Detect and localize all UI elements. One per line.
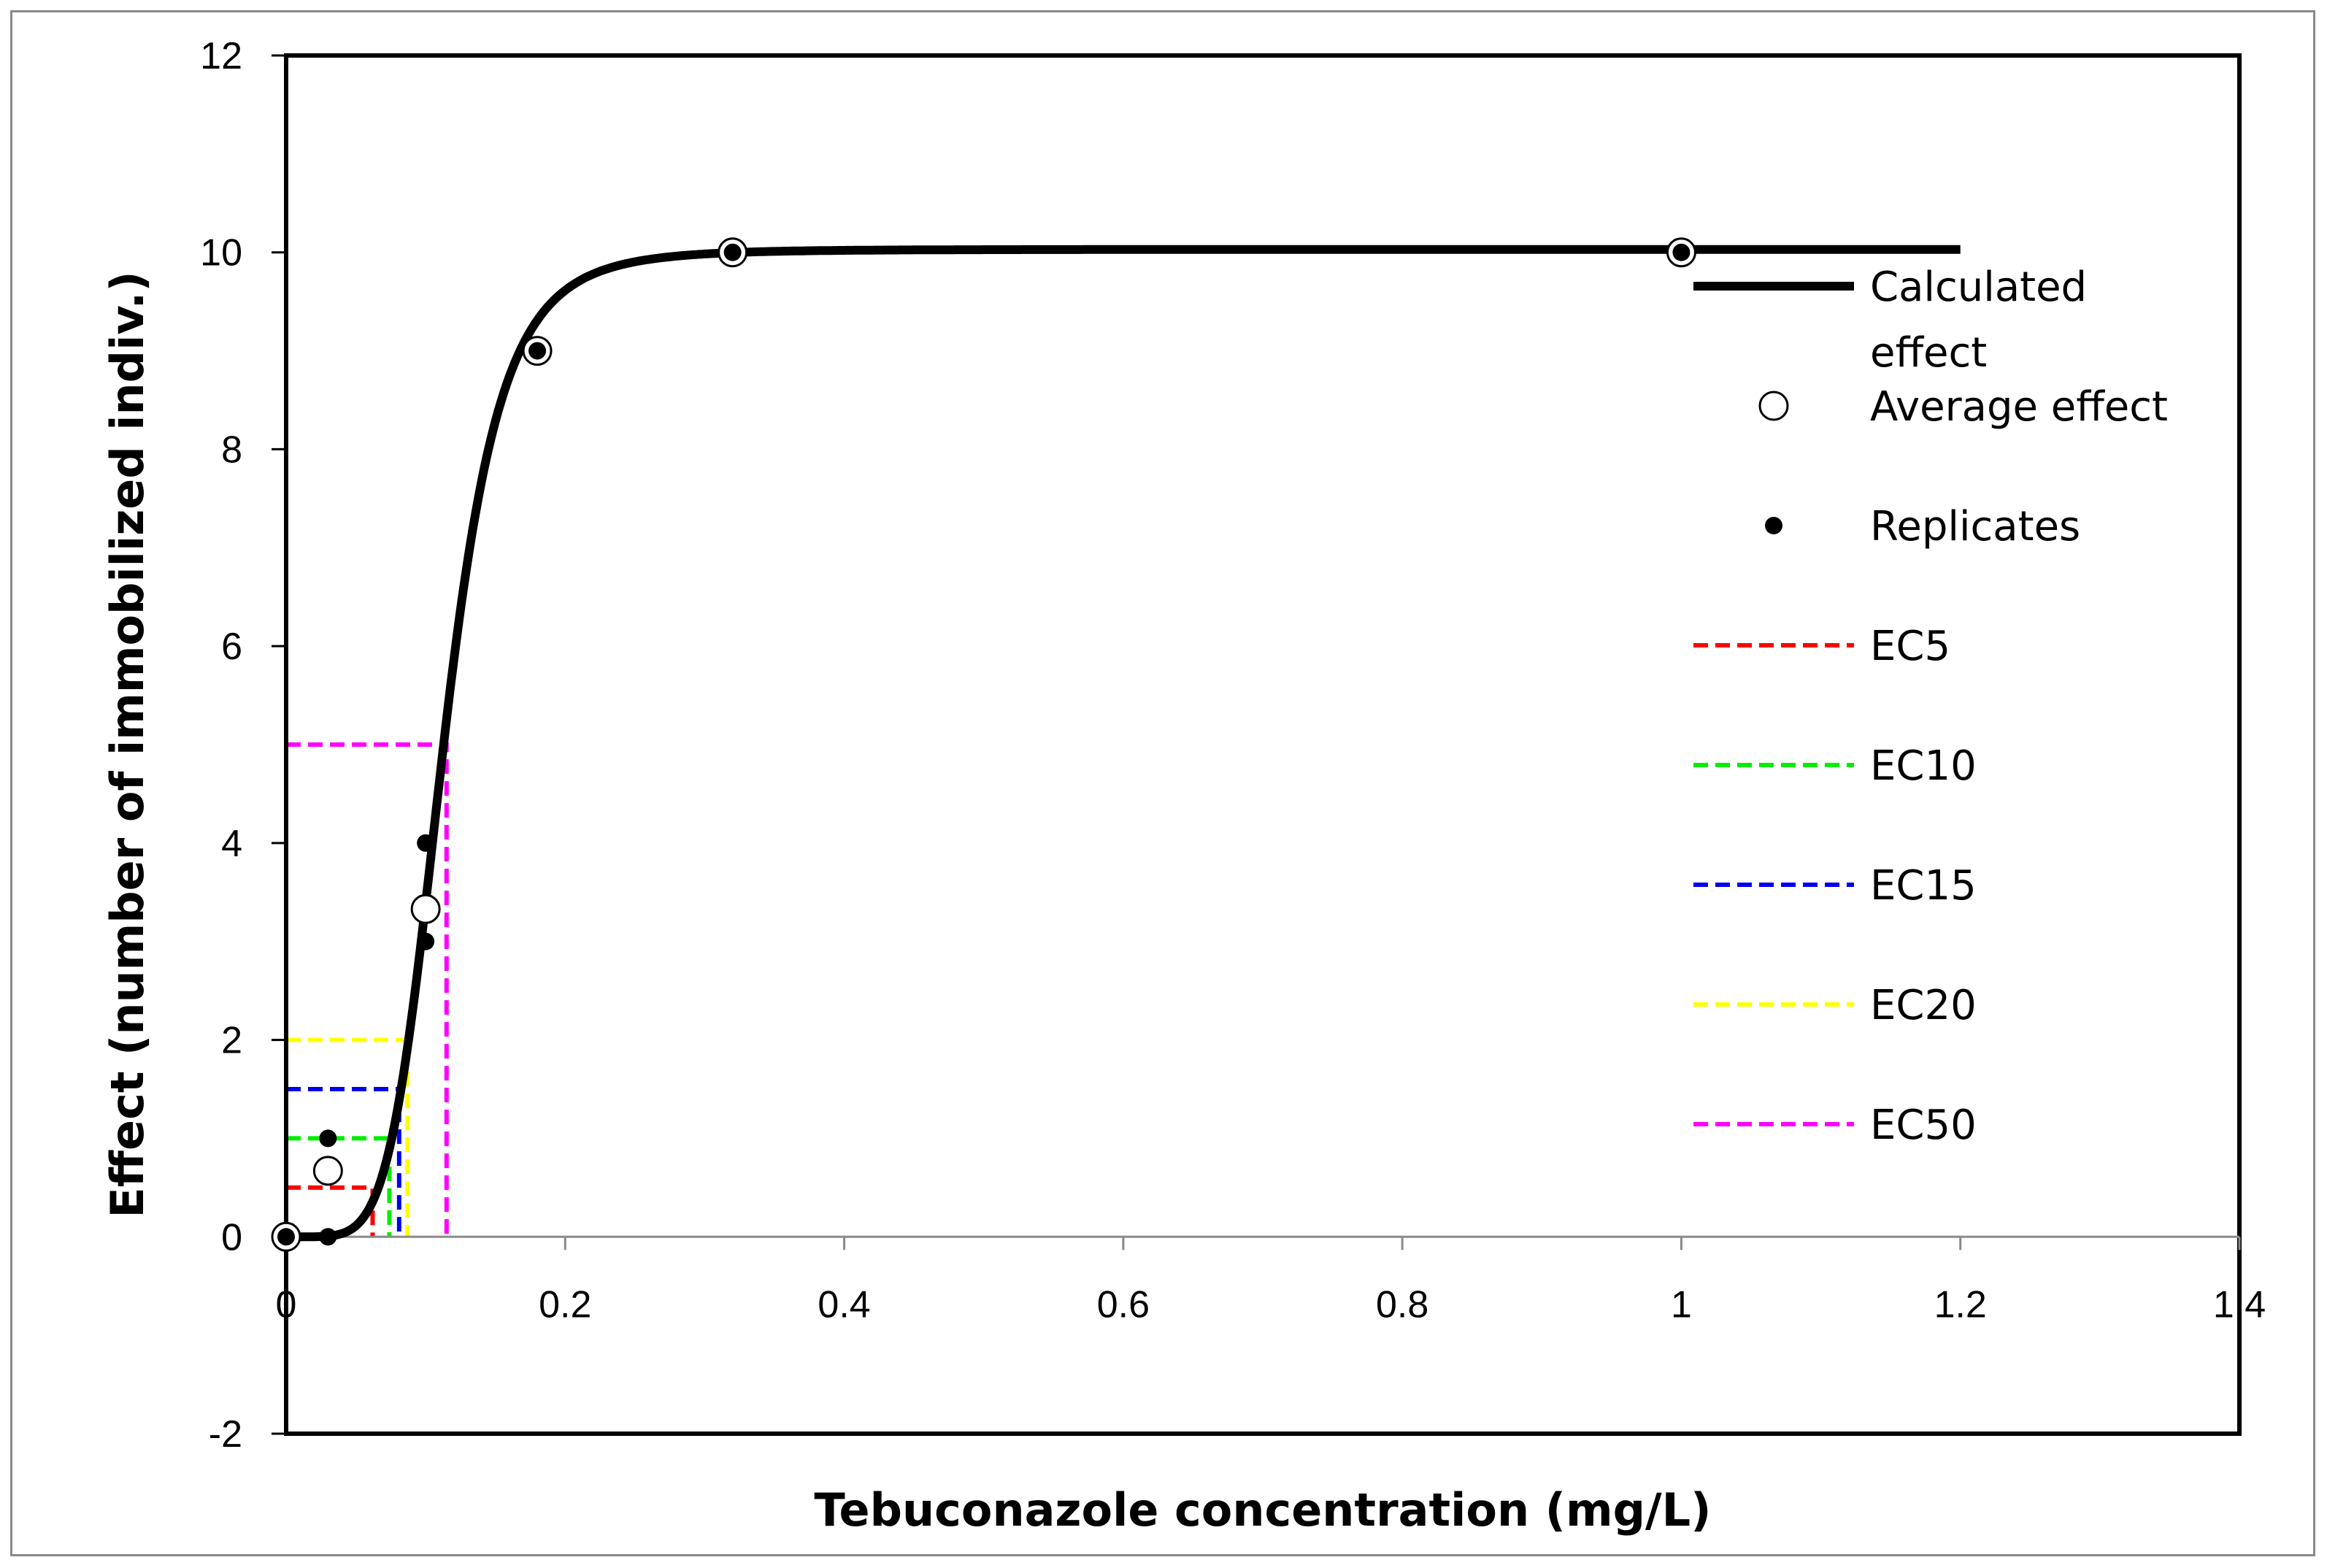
ec-guides: [286, 742, 449, 1237]
legend-item-ec50: EC50: [1693, 1102, 1977, 1149]
legend-label: EC5: [1870, 623, 1950, 670]
ec5-guide: [286, 1185, 375, 1237]
legend-item-replicates: Replicates: [1765, 503, 2080, 550]
replicate-point: [417, 932, 435, 950]
legend-item-ec20: EC20: [1693, 982, 1977, 1029]
replicate-point: [319, 1129, 337, 1148]
legend-label: Calculated effect: [1870, 264, 2087, 377]
y-tick-label: 8: [221, 428, 242, 471]
legend-label: EC15: [1870, 862, 1977, 910]
replicate-point: [723, 243, 742, 261]
x-tick-label: 1.4: [2213, 1283, 2266, 1326]
x-tick-label: 0.8: [1376, 1283, 1428, 1326]
y-axis-title: Effect (number of immobilized indiv.): [101, 271, 154, 1218]
legend-item-ec10: EC10: [1693, 742, 1977, 790]
replicate-point: [1672, 243, 1691, 261]
legend: Calculated effect Average effect Replicates…: [1693, 264, 2168, 1149]
legend-open-marker: [1758, 391, 1789, 421]
plot-area: [284, 53, 2242, 1436]
replicate-point: [528, 342, 547, 360]
legend-label: Replicates: [1870, 503, 2080, 550]
axes: [284, 53, 2242, 1436]
legend-label: EC20: [1870, 982, 1977, 1029]
calculated-effect-curve-layer: [284, 245, 1962, 1242]
chart-frame: [10, 10, 2315, 1556]
legend-filled-marker: [1765, 517, 1782, 534]
legend-item-average-effect: Average effect: [1758, 383, 2168, 431]
x-tick-label: 0.2: [539, 1283, 591, 1326]
replicate-point: [277, 1228, 295, 1246]
x-axis-title: Tebuconazole concentration (mg/L): [814, 1483, 1711, 1537]
legend-label: Average effect: [1870, 383, 2168, 431]
replicate-point: [319, 1228, 337, 1246]
legend-item-ec15: EC15: [1693, 862, 1977, 910]
x-tick-label: 0.4: [818, 1283, 870, 1326]
x-tick-label: 1.2: [1934, 1283, 1987, 1326]
legend-item-ec5: EC5: [1693, 623, 1950, 670]
ticks: -2 0 2 4 6 8 10 12 0 0.2 0.4 0.6 0.8 1 1.2 1.4: [200, 35, 2266, 1456]
replicate-point: [417, 834, 435, 852]
y-tick-label: 2: [221, 1020, 242, 1062]
ec50-guide: [286, 742, 449, 1237]
legend-item-calculated: Calculated effect: [1693, 264, 2087, 377]
calculated-effect-curve: [284, 245, 1962, 1242]
y-tick-label: 4: [221, 823, 242, 865]
legend-label: EC10: [1870, 742, 1977, 790]
average-effect-point: [312, 1156, 343, 1186]
points: [271, 237, 1696, 1252]
y-tick-label: 12: [200, 35, 242, 77]
x-tick-label: 1: [1671, 1283, 1692, 1326]
y-tick-label: -2: [209, 1413, 242, 1456]
x-tick-label: 0.6: [1097, 1283, 1150, 1326]
x-tick-label: 0: [276, 1283, 297, 1326]
y-tick-label: 10: [200, 232, 242, 274]
y-tick-label: 6: [221, 626, 242, 668]
legend-label: EC50: [1870, 1102, 1977, 1149]
average-effect-point: [410, 893, 441, 924]
y-tick-label: 0: [221, 1216, 242, 1258]
